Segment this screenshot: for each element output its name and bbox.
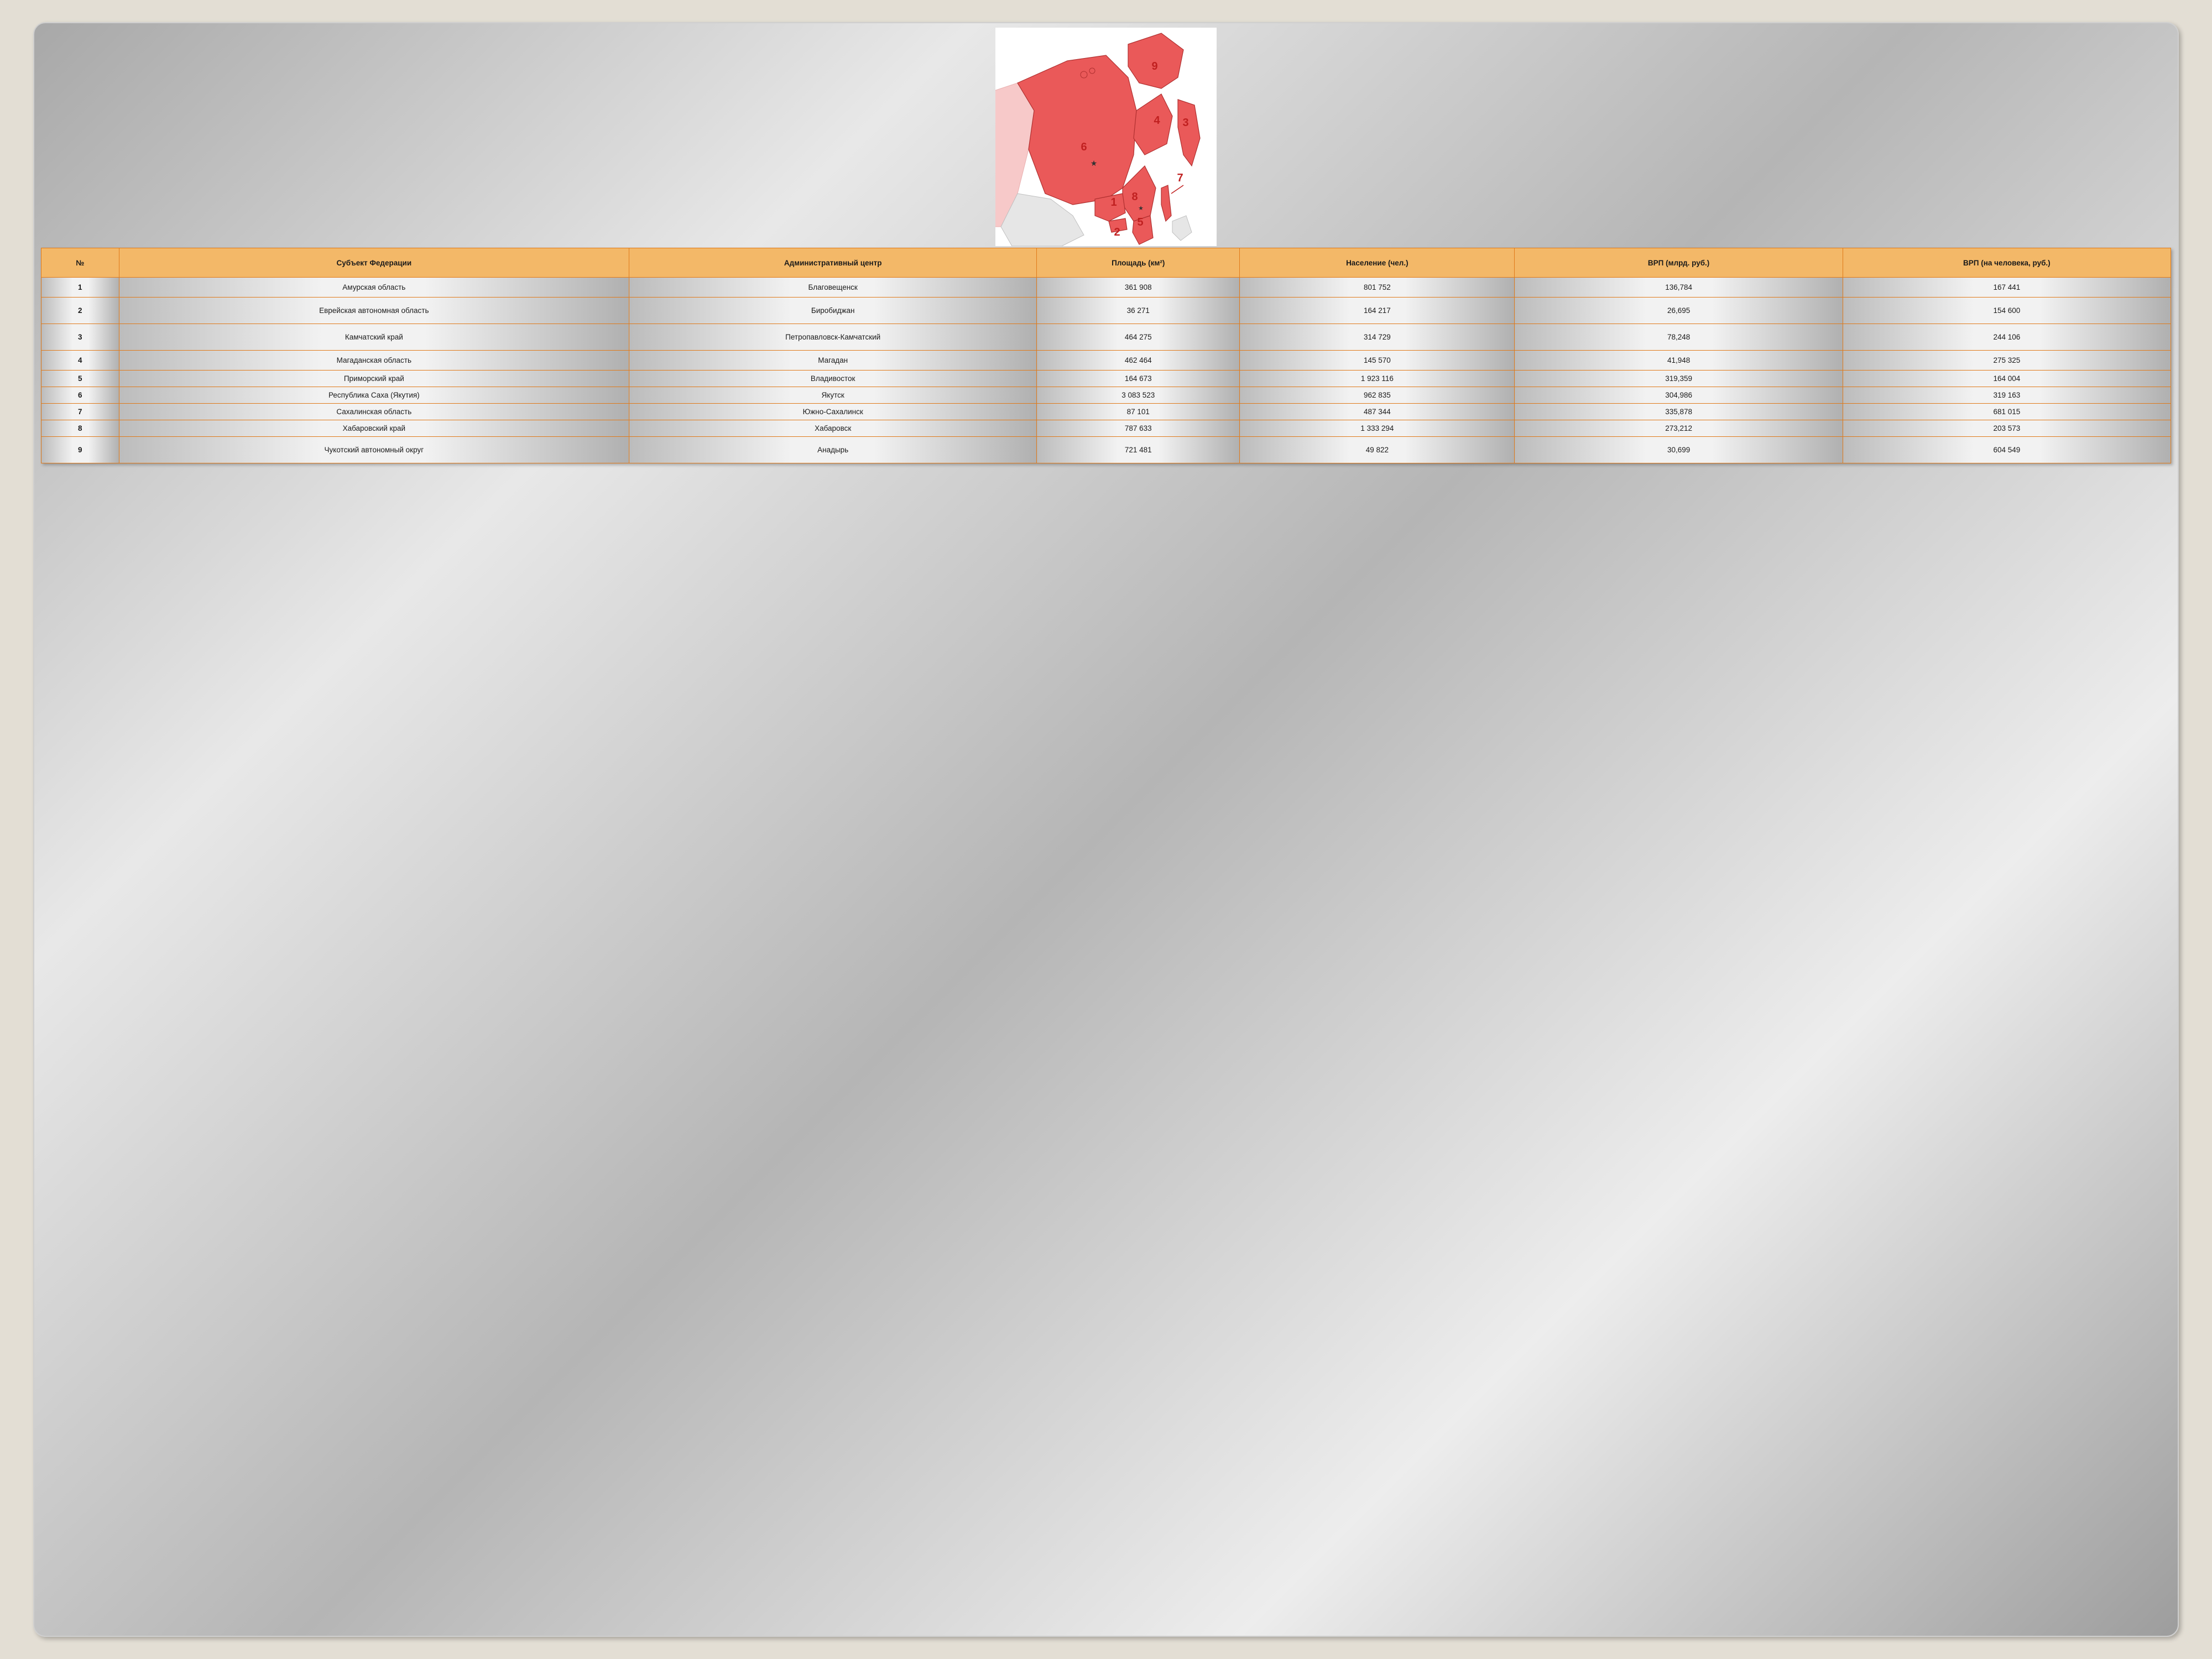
table-cell: Магадан [629, 351, 1037, 371]
table-cell: Владивосток [629, 371, 1037, 387]
table-cell: 304,986 [1515, 387, 1843, 404]
table-cell: 78,248 [1515, 324, 1843, 351]
map-region-label: 9 [1151, 60, 1157, 72]
table-cell: Биробиджан [629, 298, 1037, 324]
map-region-label: 8 [1131, 191, 1138, 203]
table-cell: 154 600 [1843, 298, 2171, 324]
table-cell: 1 333 294 [1240, 420, 1515, 437]
table-cell: Благовещенск [629, 278, 1037, 298]
table-cell: 164 673 [1037, 371, 1240, 387]
table-cell: 145 570 [1240, 351, 1515, 371]
table-cell: Приморский край [119, 371, 629, 387]
svg-text:★: ★ [1091, 159, 1098, 168]
row-number-cell: 2 [41, 298, 119, 324]
table-cell: Сахалинская область [119, 404, 629, 420]
table-cell: Анадырь [629, 437, 1037, 463]
table-row: 9Чукотский автономный округАнадырь721 48… [41, 437, 2171, 463]
map-image: ★ ★ 9 4 3 6 7 8 1 5 2 [995, 28, 1217, 246]
table-cell: 335,878 [1515, 404, 1843, 420]
table-cell: Хабаровский край [119, 420, 629, 437]
table-cell: 49 822 [1240, 437, 1515, 463]
table-cell: 487 344 [1240, 404, 1515, 420]
table-cell: 721 481 [1037, 437, 1240, 463]
table-row: 3Камчатский крайПетропавловск-Камчатский… [41, 324, 2171, 351]
row-number-cell: 6 [41, 387, 119, 404]
table-cell: Камчатский край [119, 324, 629, 351]
table-cell: 273,212 [1515, 420, 1843, 437]
map-region-label: 1 [1110, 196, 1117, 208]
table-cell: 275 325 [1843, 351, 2171, 371]
table-cell: 164 004 [1843, 371, 2171, 387]
row-number-cell: 7 [41, 404, 119, 420]
row-number-cell: 4 [41, 351, 119, 371]
table-cell: Магаданская область [119, 351, 629, 371]
table-header-cell: ВРП (млрд. руб.) [1515, 248, 1843, 278]
regions-table: №Субъект ФедерацииАдминистративный центр… [41, 248, 2171, 463]
table-cell: 361 908 [1037, 278, 1240, 298]
table-cell: 462 464 [1037, 351, 1240, 371]
table-cell: Амурская область [119, 278, 629, 298]
row-number-cell: 1 [41, 278, 119, 298]
table-header-cell: № [41, 248, 119, 278]
table-row: 1Амурская областьБлаговещенск361 908801 … [41, 278, 2171, 298]
map-region-label: 5 [1137, 216, 1143, 228]
table-body: 1Амурская областьБлаговещенск361 908801 … [41, 278, 2171, 463]
table-cell: 319,359 [1515, 371, 1843, 387]
map-region-label: 6 [1081, 141, 1087, 153]
map-region-label: 7 [1177, 172, 1183, 184]
table-cell: 87 101 [1037, 404, 1240, 420]
table-row: 5Приморский крайВладивосток164 6731 923 … [41, 371, 2171, 387]
slide-frame: ★ ★ 943678152 №Субъект ФедерацииАдминист… [33, 22, 2179, 1637]
table-cell: 36 271 [1037, 298, 1240, 324]
table-cell: 681 015 [1843, 404, 2171, 420]
table-cell: 314 729 [1240, 324, 1515, 351]
table-cell: 3 083 523 [1037, 387, 1240, 404]
table-cell: 319 163 [1843, 387, 2171, 404]
table-cell: Южно-Сахалинск [629, 404, 1037, 420]
table-cell: 464 275 [1037, 324, 1240, 351]
table-header-cell: Площадь (км²) [1037, 248, 1240, 278]
table-row: 6Республика Саха (Якутия)Якутск3 083 523… [41, 387, 2171, 404]
table-cell: 801 752 [1240, 278, 1515, 298]
table-cell: 962 835 [1240, 387, 1515, 404]
map-region-label: 3 [1182, 117, 1188, 129]
table-cell: 164 217 [1240, 298, 1515, 324]
row-number-cell: 9 [41, 437, 119, 463]
table-cell: 244 106 [1843, 324, 2171, 351]
table-row: 4Магаданская областьМагадан462 464145 57… [41, 351, 2171, 371]
table-cell: 41,948 [1515, 351, 1843, 371]
table-row: 8Хабаровский крайХабаровск787 6331 333 2… [41, 420, 2171, 437]
table-cell: Хабаровск [629, 420, 1037, 437]
row-number-cell: 5 [41, 371, 119, 387]
table-row: 7Сахалинская областьЮжно-Сахалинск87 101… [41, 404, 2171, 420]
row-number-cell: 3 [41, 324, 119, 351]
map-region-label: 2 [1114, 226, 1120, 238]
table-cell: 787 633 [1037, 420, 1240, 437]
table-cell: Якутск [629, 387, 1037, 404]
table-header-cell: Административный центр [629, 248, 1037, 278]
table-cell: Республика Саха (Якутия) [119, 387, 629, 404]
table-cell: 604 549 [1843, 437, 2171, 463]
table-header-row: №Субъект ФедерацииАдминистративный центр… [41, 248, 2171, 278]
table-cell: 30,699 [1515, 437, 1843, 463]
table-cell: 203 573 [1843, 420, 2171, 437]
table-cell: 136,784 [1515, 278, 1843, 298]
svg-text:★: ★ [1138, 205, 1144, 212]
table-header-cell: Население (чел.) [1240, 248, 1515, 278]
table-cell: Петропавловск-Камчатский [629, 324, 1037, 351]
table-cell: 1 923 116 [1240, 371, 1515, 387]
table-header-cell: Субъект Федерации [119, 248, 629, 278]
table-cell: Еврейская автономная область [119, 298, 629, 324]
table-row: 2Еврейская автономная областьБиробиджан3… [41, 298, 2171, 324]
table-header-cell: ВРП (на человека, руб.) [1843, 248, 2171, 278]
table-cell: 26,695 [1515, 298, 1843, 324]
map-region-label: 4 [1154, 114, 1160, 127]
row-number-cell: 8 [41, 420, 119, 437]
table-cell: Чукотский автономный округ [119, 437, 629, 463]
table-cell: 167 441 [1843, 278, 2171, 298]
